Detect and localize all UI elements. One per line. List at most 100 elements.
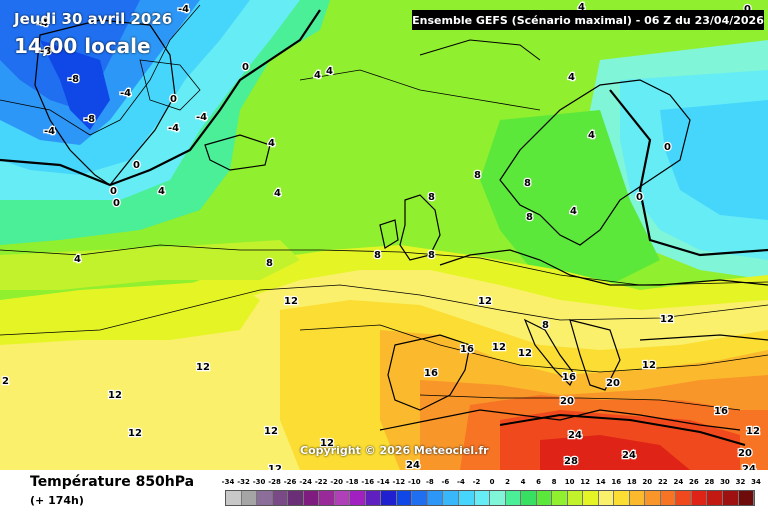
variable-title: Température 850hPa (30, 474, 195, 490)
isotherm-label: -4 (120, 88, 131, 99)
scale-swatch (334, 491, 351, 505)
isotherm-label: 0 (110, 186, 117, 197)
isotherm-label: 4 (588, 130, 595, 141)
scale-swatch (723, 491, 739, 505)
britain-coast (399, 194, 441, 261)
temp-band-atlantic-14 (0, 340, 240, 470)
scale-label: 20 (642, 478, 653, 486)
isotherm-label: -8 (40, 46, 51, 57)
isotherm-label: 8 (524, 178, 531, 189)
temperature-map: -4 -4 -8 -8 -4 -4 -8 0 0 -4 -4 0 0 4 4 4… (0, 0, 768, 470)
scale-swatch (505, 491, 522, 505)
scale-swatch (412, 491, 428, 505)
temp-band-central-6 (480, 110, 660, 290)
isotherm-label: 16 (562, 372, 576, 383)
scale-swatch (226, 491, 242, 505)
isotherm-label: 28 (564, 456, 578, 467)
isotherm-label: -4 (168, 123, 179, 134)
isotherm-label: 12 (264, 426, 278, 437)
scale-label: -26 (283, 478, 297, 486)
isotherm-label: 24 (568, 430, 582, 441)
isotherm-label: 12 (492, 342, 506, 353)
scale-swatch (319, 491, 335, 505)
scale-label: -16 (361, 478, 375, 486)
scale-swatch (598, 491, 615, 505)
isotherm-label: -8 (84, 114, 95, 125)
isotherm-label: -4 (196, 112, 207, 123)
scale-swatch (583, 491, 599, 505)
scale-swatch (676, 491, 692, 505)
isotherm-label: 20 (606, 378, 620, 389)
scale-label: -10 (408, 478, 421, 486)
isotherm-label: 4 (158, 186, 165, 197)
scale-swatch (707, 491, 723, 505)
scale-swatch (567, 491, 584, 505)
isotherm-label: 16 (424, 368, 438, 379)
scale-label: -30 (252, 478, 266, 486)
isotherm-label: 0 (242, 62, 249, 73)
scale-swatch (241, 491, 258, 505)
scale-swatch (660, 491, 677, 505)
forecast-date: Jeudi 30 avril 2026 (14, 10, 173, 28)
scale-label: 32 (735, 478, 746, 486)
isotherm-label: 8 (428, 250, 435, 261)
scale-label: 34 (751, 478, 761, 486)
scale-label: 18 (626, 478, 637, 486)
isotherm-label: 12 (642, 360, 656, 371)
italy-coast (523, 318, 576, 387)
scale-label: 2 (505, 478, 510, 486)
isotherm-label: 4 (74, 254, 81, 265)
scale-swatch (288, 491, 304, 505)
scale-swatch (350, 491, 366, 505)
isotherm-label: -8 (68, 74, 79, 85)
scale-label: -14 (376, 478, 390, 486)
scale-swatch (645, 491, 661, 505)
isotherm-label: 4 (578, 2, 585, 13)
scale-label: 10 (564, 478, 575, 486)
scale-label: -18 (345, 478, 359, 486)
ireland-coast (379, 219, 399, 249)
isotherm-label: 0 (744, 4, 751, 15)
isotherm-label: 8 (374, 250, 381, 261)
scale-label: 26 (689, 478, 699, 486)
isotherm-0-west (0, 9, 321, 187)
isotherm-label: 0 (170, 94, 177, 105)
isotherm-labels: -4 -4 -8 -8 -4 -4 -8 0 0 -4 -4 0 0 4 4 4… (1, 1, 761, 470)
scale-label: 4 (520, 478, 526, 486)
iceland-coast (204, 134, 271, 171)
lead-time: (+ 174h) (30, 494, 84, 507)
balkans-coast (569, 319, 621, 391)
isotherm-label: 4 (314, 70, 321, 81)
scale-swatch (552, 491, 568, 505)
scale-swatch (614, 491, 630, 505)
isotherm-label: 0 (133, 160, 140, 171)
isotherm-label: 4 (268, 138, 275, 149)
isotherm-20 (419, 394, 741, 411)
isotherm-label: -4 (178, 4, 189, 15)
scale-swatch (396, 491, 413, 505)
isotherm-label: 0 (636, 192, 643, 203)
scale-label: 28 (704, 478, 715, 486)
isotherm-closed-contour (139, 59, 201, 111)
isotherm-label: 12 (108, 390, 122, 401)
temp-band-26 (540, 435, 690, 470)
iberia-coast (387, 334, 471, 411)
isotherm-label: 12 (268, 464, 282, 470)
isotherm-label: 12 (746, 426, 760, 437)
copyright-watermark: Copyright © 2026 Meteociel.fr (300, 444, 489, 457)
scale-swatch (365, 491, 382, 505)
isotherm-label: 12 (196, 362, 210, 373)
isotherm-24 (499, 413, 746, 446)
scale-label: 14 (595, 478, 606, 486)
scale-label: -6 (441, 478, 450, 486)
svalbard-coast (419, 39, 541, 61)
europe-north-coast (439, 249, 768, 286)
scale-label: 6 (536, 478, 542, 486)
temp-band-cold-core (40, 40, 110, 130)
scale-swatch (629, 491, 646, 505)
isotherm-label: 8 (526, 212, 533, 223)
scale-swatch (272, 491, 289, 505)
scale-label: -12 (392, 478, 406, 486)
scale-label: 0 (489, 478, 495, 486)
turkey-coast (639, 334, 768, 341)
